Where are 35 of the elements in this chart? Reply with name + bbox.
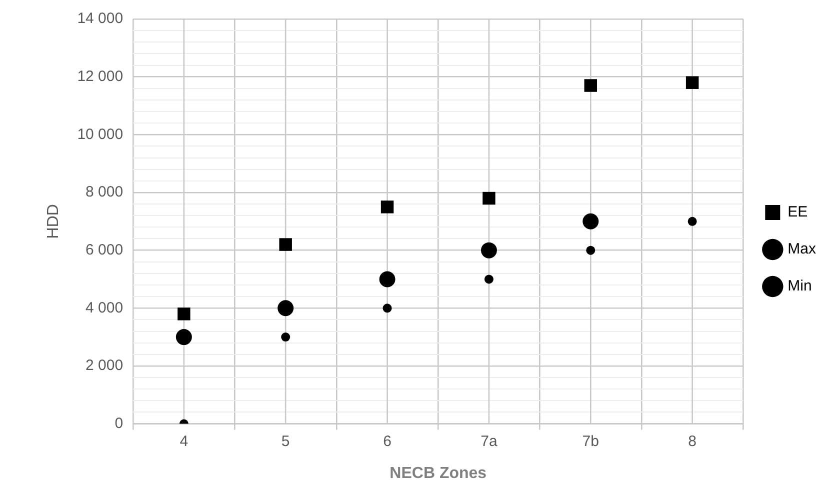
legend-label: Max bbox=[788, 240, 816, 258]
y-tick-label: 8 000 bbox=[86, 184, 124, 201]
point bbox=[584, 79, 598, 92]
point bbox=[582, 213, 599, 230]
y-tick-label: 0 bbox=[114, 414, 124, 432]
point bbox=[178, 308, 190, 320]
x-axis-title: NECB Zones bbox=[390, 464, 487, 482]
x-tick-label: 6 bbox=[383, 432, 392, 450]
x-tick-label: 8 bbox=[688, 432, 696, 450]
point bbox=[480, 242, 497, 258]
point bbox=[586, 246, 596, 255]
point bbox=[281, 332, 290, 342]
point bbox=[176, 329, 192, 346]
x-tick-label: 5 bbox=[281, 432, 290, 450]
y-tick-label: 6 000 bbox=[86, 241, 124, 258]
y-tick-label: 2 000 bbox=[86, 357, 124, 374]
x-tick-label: 7b bbox=[582, 432, 599, 450]
point bbox=[484, 274, 494, 284]
y-axis-title: HDD bbox=[45, 204, 62, 239]
point bbox=[482, 192, 496, 205]
point bbox=[688, 216, 697, 226]
x-tick-label: 7a bbox=[480, 432, 498, 450]
point bbox=[686, 76, 699, 89]
y-tick-label: 10 000 bbox=[77, 126, 124, 143]
point bbox=[380, 200, 394, 214]
point bbox=[279, 238, 292, 251]
point bbox=[379, 271, 396, 288]
y-tick-label: 4 000 bbox=[86, 299, 124, 316]
point bbox=[278, 300, 294, 316]
y-tick-label: 14 000 bbox=[77, 10, 124, 28]
point bbox=[382, 304, 392, 313]
y-tick-label: 12 000 bbox=[77, 68, 124, 85]
x-tick-label: 4 bbox=[180, 432, 188, 450]
legend-label: EE bbox=[788, 204, 808, 221]
legend-label: Min bbox=[788, 278, 812, 295]
